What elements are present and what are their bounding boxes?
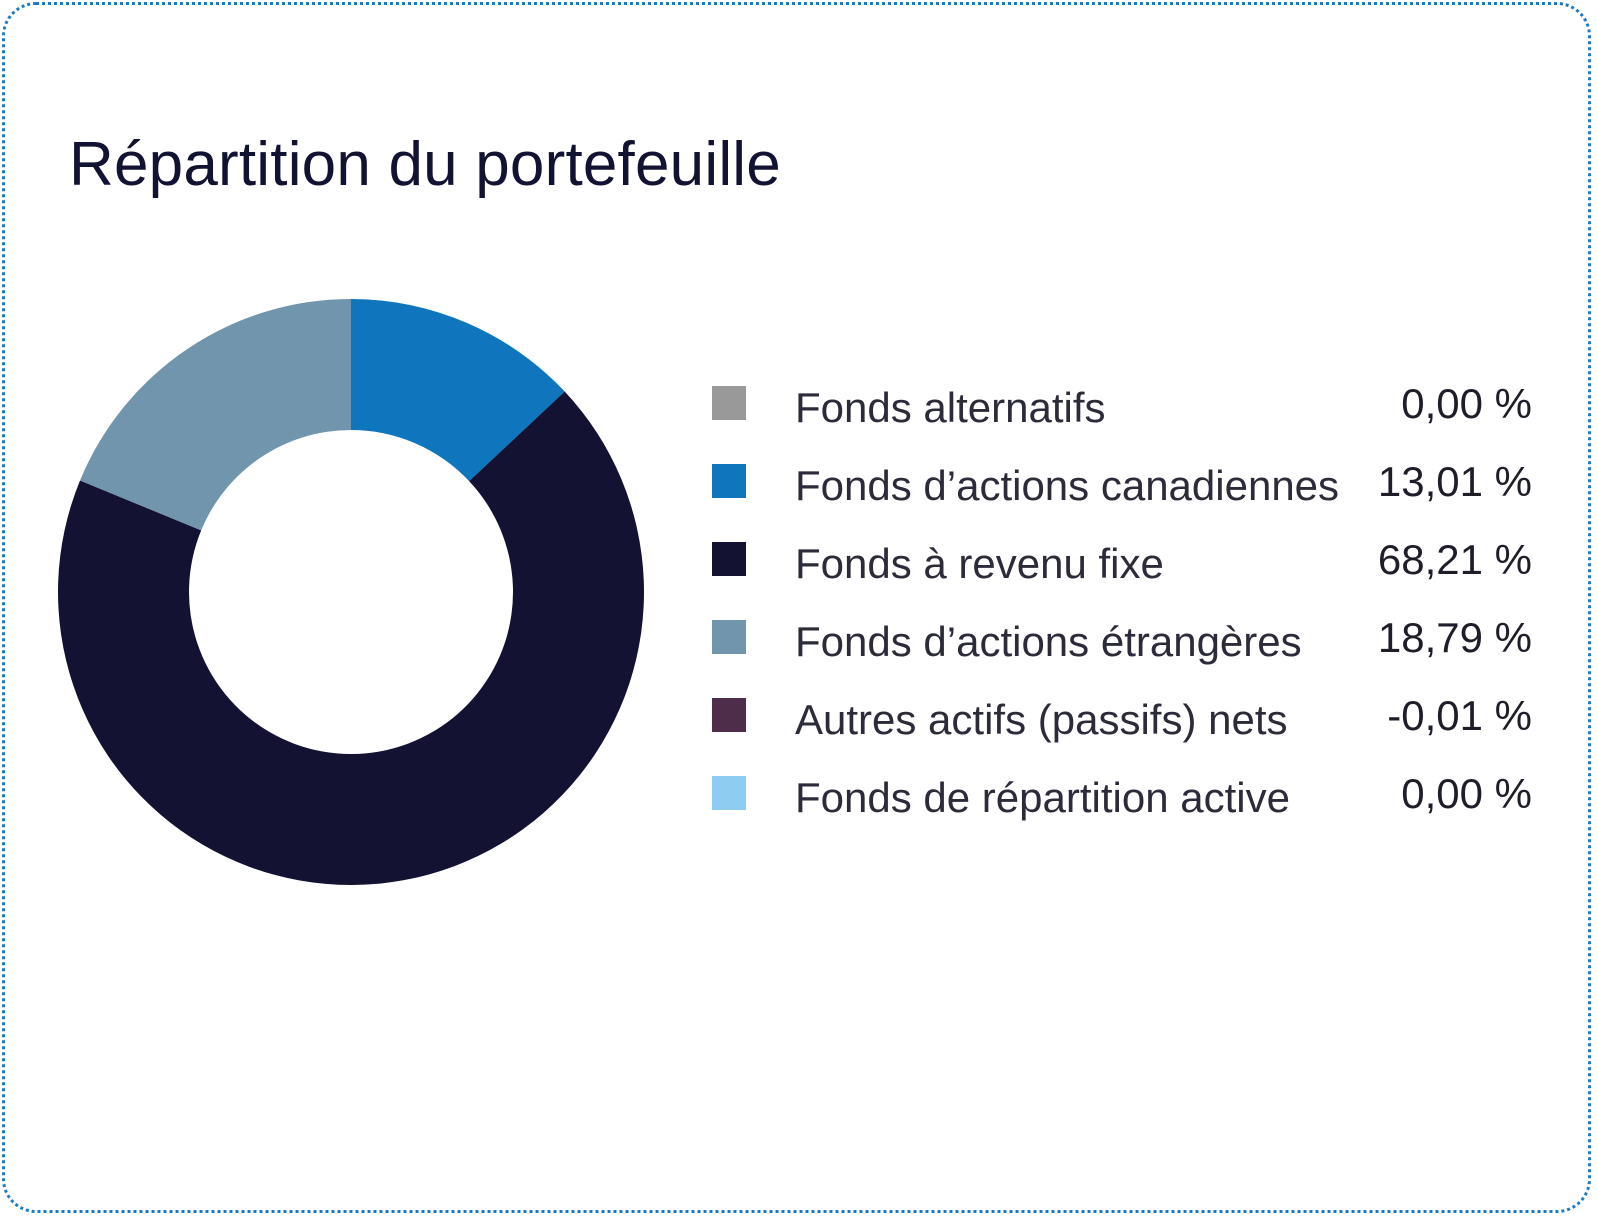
donut-slice-3 [80, 299, 351, 531]
legend-label: Fonds d’actions canadiennes [795, 462, 1340, 509]
legend-label: Fonds de répartition active [795, 774, 1290, 821]
legend-item: Fonds de répartition active 0,00 % [712, 771, 1532, 853]
legend-swatch [712, 620, 746, 654]
legend-item: Fonds d’actions canadiennes 13,01 % [712, 459, 1532, 541]
legend-label: Fonds d’actions étrangères [795, 618, 1302, 665]
legend-item: Fonds alternatifs 0,00 % [712, 381, 1532, 463]
legend-label: Fonds à revenu fixe [795, 540, 1164, 587]
legend-swatch [712, 776, 746, 810]
legend-label: Fonds alternatifs [795, 384, 1106, 431]
chart-legend: Fonds alternatifs 0,00 % Fonds d’actions c… [712, 381, 1532, 853]
legend-value: 0,00 % [1401, 380, 1532, 427]
legend-value: 18,79 % [1377, 614, 1532, 661]
donut-slice-1 [351, 299, 565, 482]
donut-slice-2 [58, 391, 645, 886]
legend-value: 0,00 % [1401, 770, 1532, 817]
legend-item: Autres actifs (passifs) nets -0,01 % [712, 693, 1532, 775]
donut-chart [58, 299, 645, 886]
legend-value: 13,01 % [1377, 458, 1532, 505]
legend-value: -0,01 % [1387, 692, 1532, 739]
chart-title: Répartition du portefeuille [69, 130, 781, 199]
legend-swatch [712, 698, 746, 732]
legend-value: 68,21 % [1377, 536, 1532, 583]
legend-swatch [712, 542, 746, 576]
legend-swatch [712, 464, 746, 498]
legend-item: Fonds d’actions étrangères 18,79 % [712, 615, 1532, 697]
legend-label: Autres actifs (passifs) nets [795, 696, 1288, 743]
legend-item: Fonds à revenu fixe 68,21 % [712, 537, 1532, 619]
legend-swatch [712, 386, 746, 420]
